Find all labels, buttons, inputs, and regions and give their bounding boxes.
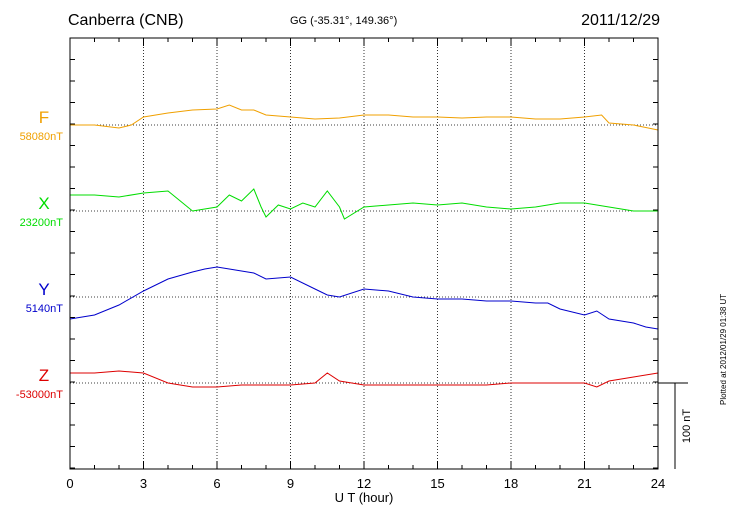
axis-ticks	[69, 38, 659, 469]
baseline-value-z: -53000nT	[16, 389, 63, 401]
series-labels: F 58080nT X 23200nT Y 5140nT Z -53000nT	[16, 108, 63, 401]
x-tick-label: 9	[287, 476, 294, 491]
x-tick-label: 0	[66, 476, 73, 491]
station-title: Canberra (CNB)	[68, 12, 184, 29]
x-tick-labels: 0 3 6 9 12 15 18 21 24	[66, 476, 665, 491]
scale-bar-label: 100 nT	[681, 409, 693, 444]
series-name-f: F	[39, 108, 49, 127]
series-name-y: Y	[38, 280, 49, 299]
series-line-y	[69, 266, 659, 330]
series-line-x	[70, 188, 658, 220]
series-lines	[69, 104, 659, 388]
series-line-z	[70, 370, 659, 388]
coordinate-label: GG (-35.31°, 149.36°)	[290, 15, 398, 27]
x-tick-label: 15	[430, 476, 444, 491]
date-label: 2011/12/29	[581, 12, 660, 29]
x-tick-label: 24	[651, 476, 665, 491]
x-tick-label: 6	[213, 476, 220, 491]
x-tick-label: 21	[577, 476, 591, 491]
x-tick-label: 3	[140, 476, 147, 491]
baseline-value-x: 23200nT	[20, 217, 64, 229]
baseline-value-f: 58080nT	[20, 131, 64, 143]
scale-bar: 100 nT	[658, 382, 693, 469]
series-line-f	[70, 104, 659, 131]
grid-lines	[143, 38, 585, 469]
series-name-z: Z	[39, 366, 49, 385]
x-axis-label: U T (hour)	[335, 490, 394, 505]
baseline-value-y: 5140nT	[26, 303, 64, 315]
x-tick-label: 18	[504, 476, 518, 491]
x-tick-label: 12	[357, 476, 371, 491]
series-name-x: X	[38, 194, 49, 213]
